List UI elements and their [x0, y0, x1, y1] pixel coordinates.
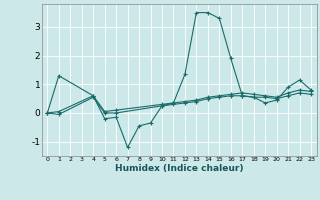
X-axis label: Humidex (Indice chaleur): Humidex (Indice chaleur) — [115, 164, 244, 173]
